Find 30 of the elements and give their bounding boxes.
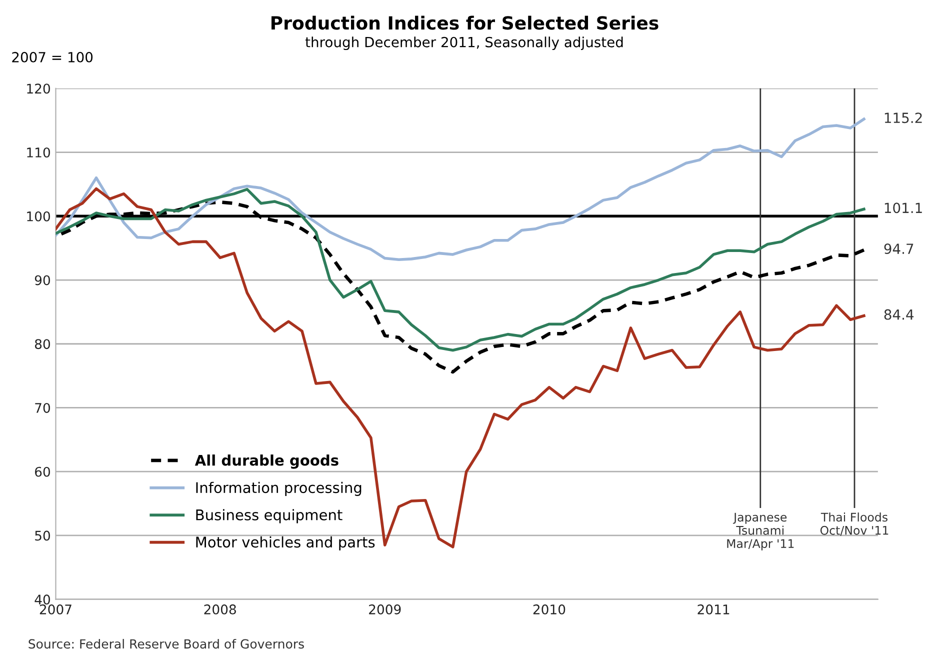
- line-series: [56, 118, 866, 261]
- legend-label: Business equipment: [196, 509, 342, 524]
- data-label: 115.2: [884, 112, 922, 124]
- x-tick-label: 2010: [533, 604, 566, 614]
- y-tick-label: 70: [35, 402, 50, 413]
- y-tick-label: 50: [35, 530, 50, 541]
- y-tick-label: 80: [34, 339, 50, 350]
- source-note: Source: Federal Reserve Board of Governors: [28, 638, 304, 649]
- y-tick-label: 90: [34, 275, 50, 286]
- x-tick-label: 2007: [40, 604, 72, 614]
- y-tick-label: 120: [27, 84, 50, 94]
- chart-title: Production Indices for Selected Series: [272, 16, 658, 30]
- x-tick-label: 2008: [204, 604, 236, 614]
- y-axis-title: 2007 = 100: [12, 52, 93, 62]
- y-tick-label: 40: [34, 594, 50, 605]
- y-tick-label: 100: [27, 211, 50, 222]
- data-label: 84.4: [884, 309, 914, 320]
- y-tick-label: 110: [27, 148, 50, 158]
- line-series: [56, 188, 866, 352]
- legend-label: Information processing: [196, 482, 362, 496]
- ref-line-label: Japanese Tsunami Mar/Apr '11: [727, 512, 794, 550]
- x-tick-label: 2009: [369, 604, 401, 614]
- x-tick-label: 2011: [698, 604, 730, 614]
- chart-subtitle: through December 2011, Seasonally adjusted: [305, 36, 623, 50]
- data-label: 101.1: [884, 202, 922, 214]
- ref-line-label: Thai Floods Oct/Nov '11: [820, 512, 888, 536]
- legend-label: All durable goods: [194, 454, 338, 469]
- y-tick-label: 60: [35, 466, 50, 477]
- data-label: 94.7: [884, 244, 914, 254]
- legend-label: Motor vehicles and parts: [196, 536, 375, 550]
